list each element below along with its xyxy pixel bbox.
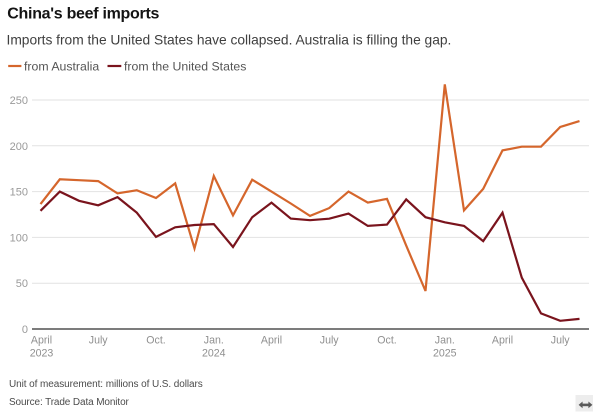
svg-text:Oct.: Oct. xyxy=(146,335,165,347)
svg-text:150: 150 xyxy=(10,187,28,199)
svg-text:250: 250 xyxy=(10,95,28,107)
svg-text:China's beef imports: China's beef imports xyxy=(7,6,159,23)
svg-text:Oct.: Oct. xyxy=(377,335,396,347)
svg-text:from Australia: from Australia xyxy=(24,60,99,74)
svg-text:2025: 2025 xyxy=(433,347,457,359)
svg-text:July: July xyxy=(320,335,340,347)
svg-text:Unit of measurement: millions: Unit of measurement: millions of U.S. do… xyxy=(9,379,203,390)
svg-text:50: 50 xyxy=(16,278,28,290)
svg-text:Source: Trade Data Monitor: Source: Trade Data Monitor xyxy=(9,397,130,408)
svg-text:from the United States: from the United States xyxy=(124,60,246,74)
svg-text:2023: 2023 xyxy=(30,347,54,359)
svg-text:April: April xyxy=(492,335,513,347)
svg-text:Jan.: Jan. xyxy=(204,335,224,347)
svg-text:Jan.: Jan. xyxy=(435,335,455,347)
svg-text:0: 0 xyxy=(22,324,28,336)
svg-text:July: July xyxy=(89,335,109,347)
svg-text:Imports from the United States: Imports from the United States have coll… xyxy=(7,33,452,48)
svg-text:July: July xyxy=(551,335,571,347)
svg-text:100: 100 xyxy=(10,232,28,244)
svg-text:2024: 2024 xyxy=(202,347,226,359)
svg-text:April: April xyxy=(31,335,52,347)
svg-text:April: April xyxy=(261,335,282,347)
svg-text:200: 200 xyxy=(10,141,28,153)
